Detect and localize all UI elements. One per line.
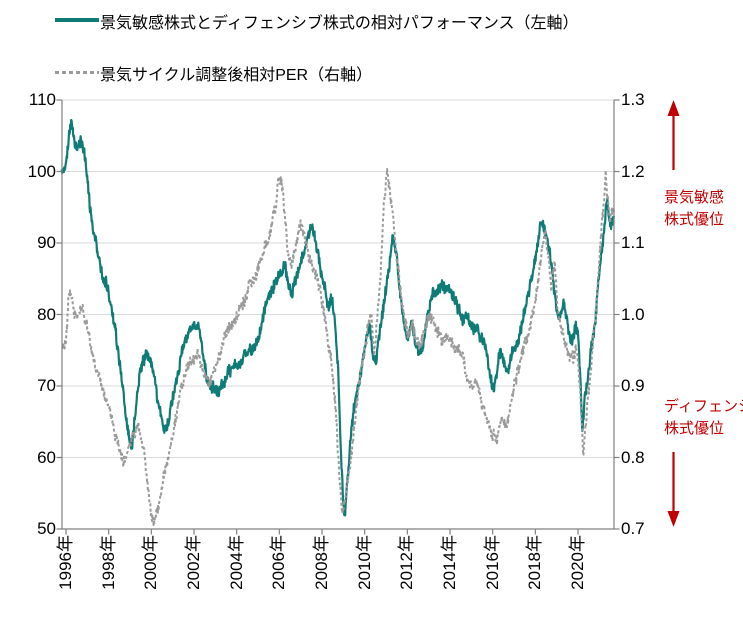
legend-label: 景気サイクル調整後相対PER（右軸）	[100, 67, 373, 84]
legend-item-relative-performance: 景気敏感株式とディフェンシブ株式の相対パフォーマンス（左軸）	[55, 9, 655, 32]
x-axis-label: 2016年	[482, 535, 502, 590]
annotation-line: 株式優位	[664, 420, 725, 437]
annotation-line: ディフェンシ	[664, 398, 743, 415]
y-axis-left-label: 110	[28, 90, 56, 109]
annotation-line: 株式優位	[664, 211, 725, 228]
annotation-cyclical-advantage: 景気敏感 株式優位	[664, 187, 724, 231]
y-axis-right-label: 0.7	[621, 519, 645, 538]
x-axis-label: 2018年	[525, 535, 545, 590]
y-axis-left-label: 60	[37, 447, 56, 467]
x-axis-label: 2008年	[311, 535, 331, 590]
x-axis-label: 1996年	[56, 535, 75, 590]
y-axis-right-label: 1.2	[621, 161, 645, 181]
x-axis-label: 2010年	[354, 535, 374, 590]
y-axis-right-label: 0.9	[621, 376, 645, 395]
x-axis-label: 2002年	[183, 535, 203, 590]
y-axis-left-label: 70	[37, 376, 56, 395]
y-axis-right-label: 1.1	[621, 233, 645, 252]
y-axis-left-label: 90	[37, 233, 56, 252]
y-axis-left-label: 100	[27, 161, 56, 181]
legend-item-relative-per: 景気サイクル調整後相対PER（右軸）	[55, 61, 655, 84]
x-axis-label: 2004年	[226, 535, 246, 590]
legend-label: 景気敏感株式とディフェンシブ株式の相対パフォーマンス（左軸）	[100, 15, 579, 32]
x-axis-label: 2006年	[269, 535, 289, 590]
y-axis-left-label: 80	[37, 304, 56, 324]
legend-line-swatch-solid	[55, 18, 99, 22]
y-axis-right-label: 1.0	[621, 304, 645, 324]
y-axis-right-label: 0.8	[621, 447, 645, 467]
legend-line-swatch-dashed	[55, 71, 99, 74]
x-axis-label: 2000年	[141, 535, 161, 590]
annotation-defensive-advantage: ディフェンシ 株式優位	[664, 396, 743, 440]
annotation-line: 景気敏感	[664, 189, 725, 206]
y-axis-left-label: 50	[37, 519, 56, 538]
y-axis-right-label: 1.3	[621, 90, 645, 109]
x-axis-label: 2012年	[397, 535, 417, 590]
x-axis-label: 1998年	[98, 535, 118, 590]
x-axis-label: 2020年	[567, 535, 587, 590]
x-axis-label: 2014年	[439, 535, 459, 590]
